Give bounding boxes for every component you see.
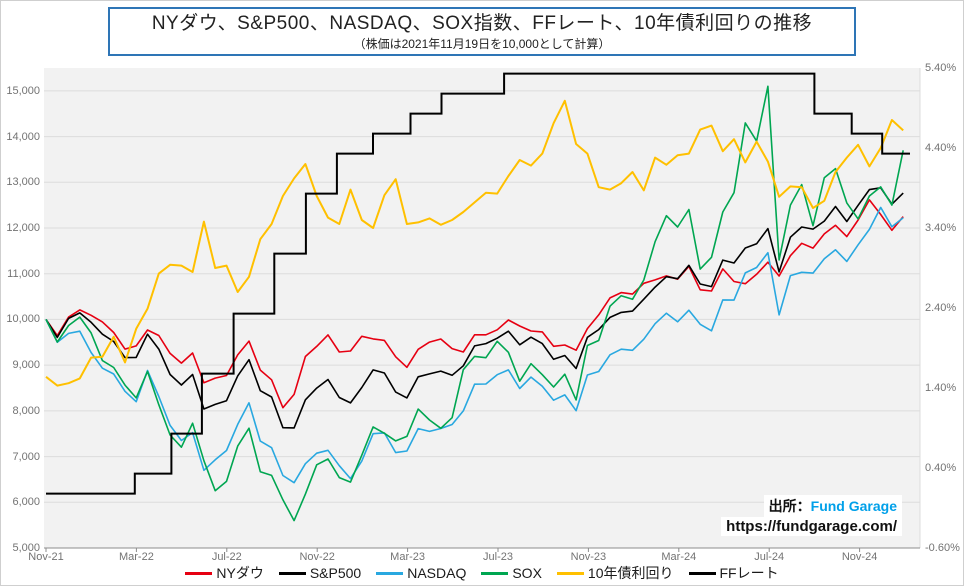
legend-line-swatch (556, 571, 584, 575)
x-axis-label: Nov-23 (570, 551, 607, 563)
y-left-label: 13,000 (6, 176, 40, 189)
y-left-label: 10,000 (6, 313, 40, 326)
legend-line-swatch (278, 571, 306, 575)
y-left-label: 15,000 (6, 84, 40, 97)
legend-label: SOX (512, 565, 542, 581)
chart-title-box: NYダウ、S&P500、NASDAQ、SOX指数、FFレート、10年債利回りの推… (108, 7, 856, 57)
source-url: https://fundgarage.com/ (721, 517, 902, 536)
legend-item: SOX (481, 565, 542, 581)
legend-label: 10年債利回り (587, 565, 674, 581)
y-left-label: 11,000 (7, 267, 40, 280)
y-left-label: 9,000 (12, 359, 40, 372)
legend-line-swatch (688, 571, 716, 575)
y-left-label: 7,000 (12, 450, 40, 463)
x-axis-label: Jul-23 (483, 551, 513, 563)
y-left-label: 6,000 (12, 496, 40, 509)
series-line-sp500 (45, 187, 904, 429)
chart-subtitle: （株価は2021年11月19日を10,000として計算） (353, 36, 611, 51)
x-axis-label: Nov-22 (299, 551, 335, 563)
legend-line-swatch (185, 571, 213, 575)
y-right-label: 3.40% (925, 222, 957, 234)
x-axis-label: Nov-24 (841, 551, 878, 563)
x-axis-label: Mar-23 (390, 551, 426, 563)
legend-item: FFレート (688, 563, 779, 583)
legend-label: FFレート (719, 565, 779, 581)
y-right-label: -0.60% (925, 542, 960, 554)
series-line-nasdaq (45, 206, 904, 484)
y-left-label: 14,000 (6, 130, 40, 143)
legend-label: S&P500 (309, 565, 362, 581)
legend-item: S&P500 (278, 565, 362, 581)
x-axis-label: Mar-22 (118, 551, 154, 563)
source-label: 出所： (768, 498, 811, 514)
legend: NYダウ S&P500 NASDAQ SOX 10年債利回り FFレート (0, 563, 964, 583)
legend-label: NYダウ (216, 565, 264, 581)
legend-item: NYダウ (185, 563, 264, 583)
legend-item: 10年債利回り (556, 563, 674, 583)
series-line-nydow (45, 199, 904, 409)
legend-line-swatch (376, 571, 404, 575)
legend-label: NASDAQ (407, 565, 467, 581)
y-left-label: 12,000 (6, 222, 40, 234)
source-attribution: 出所：Fund Garage (763, 495, 902, 517)
x-axis-label: Mar-24 (661, 551, 697, 563)
legend-item: NASDAQ (376, 565, 466, 581)
y-left-label: 8,000 (12, 404, 40, 417)
x-axis-label: Jul-24 (754, 551, 785, 563)
y-right-label: 5.40% (925, 62, 957, 74)
series-line-sox (45, 85, 904, 522)
y-right-label: 4.40% (925, 142, 957, 154)
series-line-ffrate (46, 72, 910, 495)
legend-line-swatch (481, 571, 509, 575)
chart-title: NYダウ、S&P500、NASDAQ、SOX指数、FFレート、10年債利回りの推… (151, 13, 813, 34)
y-right-label: 1.40% (925, 382, 957, 394)
x-axis-label: Nov-21 (28, 551, 64, 563)
source-brand: Fund Garage (810, 498, 897, 514)
y-right-label: 0.40% (925, 462, 957, 474)
y-left-label: 5,000 (12, 542, 40, 554)
series-line-us10y (45, 99, 904, 387)
x-axis-label: Jul-22 (211, 551, 242, 563)
y-right-label: 2.40% (925, 302, 957, 314)
plot-area (44, 68, 920, 548)
